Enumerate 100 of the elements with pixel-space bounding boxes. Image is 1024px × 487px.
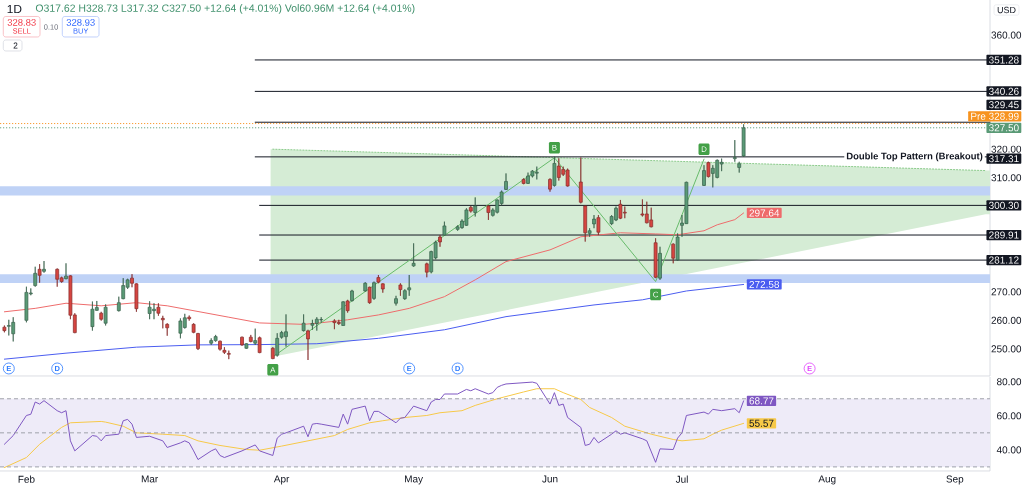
candlestick	[213, 334, 218, 343]
candlestick	[244, 342, 249, 350]
candlestick	[253, 328, 258, 346]
candlestick	[658, 246, 662, 281]
candlestick	[592, 214, 596, 229]
candlestick	[653, 237, 658, 279]
x-tick-label: Mar	[141, 475, 159, 483]
x-tick-label: Jun	[542, 475, 558, 483]
candlestick	[578, 157, 583, 204]
candlestick	[706, 161, 711, 178]
y-tick-label: 270.00	[991, 288, 1022, 296]
candlestick	[556, 157, 561, 181]
annotation: 2	[13, 42, 18, 49]
data-label: 289.91	[989, 231, 1019, 239]
candlestick	[156, 302, 161, 317]
candlestick	[209, 337, 214, 346]
candlestick	[314, 316, 319, 331]
candlestick	[548, 177, 552, 193]
data-label: 281.12	[989, 256, 1019, 264]
candlestick	[534, 166, 539, 180]
candlestick	[191, 322, 196, 334]
annotation: 328.93	[66, 19, 95, 26]
x-tick-label: Sep	[946, 475, 964, 485]
candlestick	[306, 329, 310, 361]
candlestick	[363, 281, 368, 292]
candlestick	[257, 336, 262, 354]
candlestick	[464, 207, 469, 227]
y-tick-label: 260.00	[991, 316, 1022, 324]
candlestick	[270, 346, 275, 360]
candlestick	[240, 336, 244, 347]
x-tick-label: Feb	[18, 475, 35, 483]
candlestick	[196, 332, 200, 351]
candlestick	[350, 289, 354, 302]
ref-line-label: Pre 328.99	[971, 112, 1019, 120]
data-label: 300.30	[989, 201, 1019, 209]
x-tick-label: Jul	[675, 475, 688, 483]
x-tick-label: Aug	[818, 475, 836, 485]
legend-label: Double Top Pattern (Breakout)	[846, 152, 983, 162]
candlestick	[341, 300, 346, 327]
chart-subtitle: O317.62 H328.73 L317.32 C327.50 +12.64 (+4.01%) Vol60.96M +12.64 (+4.01%)	[35, 4, 415, 14]
candlestick	[372, 281, 376, 301]
candlestick	[376, 274, 381, 284]
candlestick	[468, 205, 473, 213]
y-axis-title: USD	[997, 6, 1016, 14]
candlestick	[147, 300, 152, 320]
candlestick	[336, 319, 341, 326]
y-tick-label: 360.00	[991, 31, 1022, 39]
candlestick	[583, 205, 588, 242]
candlestick	[424, 262, 429, 278]
candlestick	[275, 332, 280, 357]
candlestick	[398, 282, 403, 297]
candlestick	[332, 318, 337, 330]
candlestick	[552, 156, 557, 187]
candlestick	[732, 139, 737, 163]
candlestick	[442, 221, 447, 236]
data-label: 272.58	[749, 280, 780, 288]
candlestick	[310, 319, 315, 331]
candlestick	[618, 199, 623, 220]
candlestick	[301, 314, 306, 332]
y-tick-label: 250.00	[991, 345, 1022, 353]
candlestick	[380, 282, 385, 294]
y-tick-label: 60.00	[997, 412, 1022, 420]
candlestick	[644, 201, 649, 224]
candlestick	[160, 315, 165, 329]
data-label: 297.64	[749, 209, 780, 217]
candlestick	[178, 318, 183, 339]
candlestick	[504, 173, 508, 191]
y-tick-label: 320.00	[991, 145, 1022, 153]
chart-title: 1D	[7, 4, 22, 14]
candlestick	[596, 214, 601, 236]
candlestick	[438, 234, 442, 248]
x-tick-label: Apr	[273, 475, 290, 485]
candlestick	[473, 197, 478, 217]
candlestick	[671, 242, 676, 264]
candlestick	[737, 161, 742, 173]
ref-line-label: 327.50	[989, 124, 1019, 132]
data-label: 329.45	[989, 101, 1019, 109]
data-label: 351.28	[989, 56, 1019, 64]
y-tick-label: 40.00	[996, 446, 1022, 454]
candlestick	[407, 274, 412, 297]
candlestick	[587, 227, 592, 238]
x-tick-label: May	[405, 475, 424, 485]
data-label: 55.57	[749, 419, 774, 427]
data-label: 317.31	[989, 155, 1019, 163]
candlestick	[521, 177, 526, 185]
data-label: 340.26	[989, 87, 1019, 95]
candlestick	[248, 334, 253, 343]
candlestick	[367, 286, 372, 305]
y-tick-label: 310.00	[991, 174, 1022, 182]
candlestick	[402, 288, 407, 301]
candlestick	[187, 315, 192, 321]
data-label: 68.77	[749, 397, 774, 405]
candlestick	[165, 322, 170, 337]
candlestick	[702, 164, 706, 187]
candlestick	[486, 204, 491, 221]
candlestick	[345, 299, 350, 313]
candlestick	[411, 242, 416, 268]
y-tick-label: 80.00	[997, 378, 1022, 386]
annotation: 328.83	[7, 19, 36, 26]
candlestick	[394, 295, 398, 306]
